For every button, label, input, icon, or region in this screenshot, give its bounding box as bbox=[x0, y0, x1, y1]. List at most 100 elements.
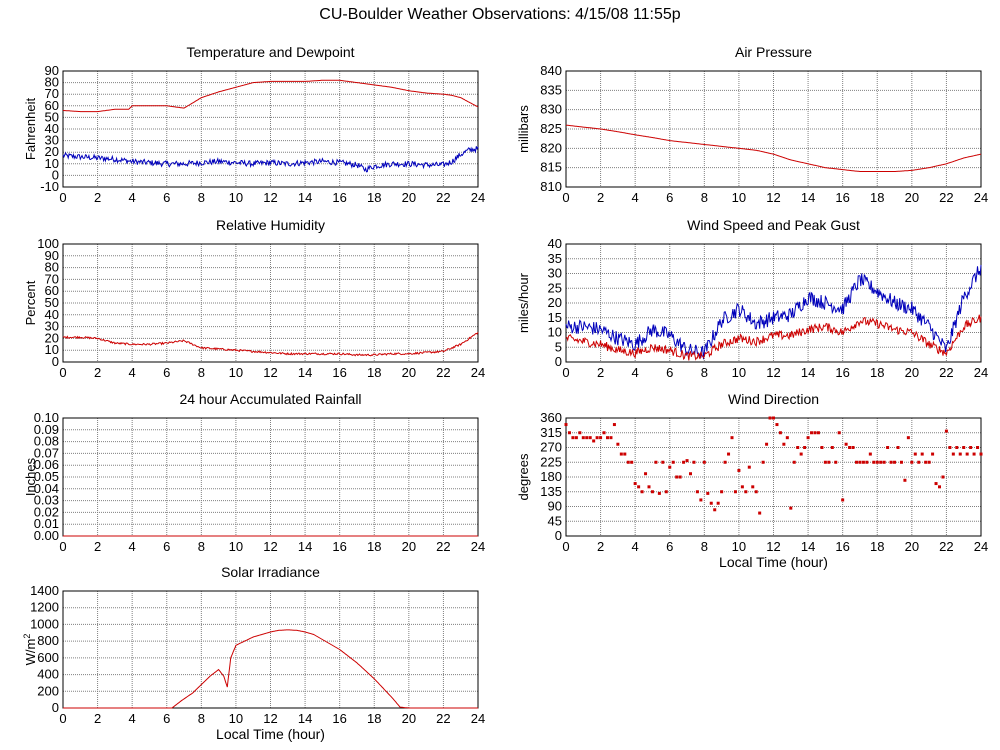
temp-xtick-label: 6 bbox=[163, 190, 170, 205]
pressure-xtick-label: 10 bbox=[732, 190, 746, 205]
temp-ytick-label: -10 bbox=[40, 179, 59, 194]
winddir-point bbox=[758, 511, 762, 515]
winddir-point bbox=[976, 446, 980, 449]
wind-ytick-label: 30 bbox=[548, 266, 562, 281]
temp-xtick-label: 10 bbox=[229, 190, 243, 205]
humidity-ytick-label: 100 bbox=[37, 236, 59, 251]
humidity-ytick-label: 20 bbox=[45, 330, 59, 345]
solar-plot-frame bbox=[62, 590, 479, 709]
solar-ylabel: W/m2 bbox=[22, 634, 38, 666]
winddir-ytick-label: 180 bbox=[540, 469, 562, 484]
winddir-point bbox=[772, 416, 775, 420]
rain-ytick-label: 0.01 bbox=[34, 516, 59, 531]
winddir-title: Wind Direction bbox=[728, 391, 819, 407]
winddir-point bbox=[695, 490, 699, 494]
winddir-point bbox=[768, 416, 772, 420]
wind-ytick-label: 0 bbox=[555, 354, 562, 369]
temp-ytick-label: 10 bbox=[45, 156, 59, 171]
winddir-point bbox=[948, 446, 952, 449]
rain-xtick-label: 20 bbox=[402, 539, 416, 554]
humidity-ytick-label: 70 bbox=[45, 271, 59, 286]
rain-ytick-label: 0.08 bbox=[34, 434, 59, 449]
wind-xtick-label: 0 bbox=[562, 365, 569, 380]
winddir-ytick-label: 225 bbox=[540, 454, 562, 469]
winddir-xtick-label: 2 bbox=[597, 539, 604, 554]
winddir-point bbox=[775, 423, 779, 427]
temp-xtick-label: 24 bbox=[471, 190, 485, 205]
solar-xtick-label: 10 bbox=[229, 711, 243, 726]
humidity-plot-frame bbox=[62, 243, 479, 363]
wind-xtick-label: 4 bbox=[632, 365, 639, 380]
winddir-point bbox=[861, 460, 865, 464]
winddir-ytick-label: 315 bbox=[540, 425, 562, 440]
solar-ytick-label: 1000 bbox=[30, 616, 59, 631]
humidity-xtick-label: 10 bbox=[229, 365, 243, 380]
winddir-point bbox=[689, 472, 692, 476]
humidity-ytick-label: 60 bbox=[45, 283, 59, 298]
winddir-point bbox=[682, 460, 686, 464]
winddir-point bbox=[906, 436, 910, 440]
wind-xtick-label: 14 bbox=[801, 365, 815, 380]
humidity-ytick-label: 90 bbox=[45, 248, 59, 263]
humidity-xtick-label: 14 bbox=[298, 365, 312, 380]
humidity-ytick-label: 40 bbox=[45, 307, 59, 322]
solar-ytick-label: 1200 bbox=[30, 600, 59, 615]
solar-xtick-label: 14 bbox=[298, 711, 312, 726]
pressure-ylabel: millibars bbox=[516, 105, 531, 153]
humidity-ytick-label: 10 bbox=[45, 342, 59, 357]
rain-ytick-label: 0.00 bbox=[34, 528, 59, 543]
winddir-xtick-label: 0 bbox=[562, 539, 569, 554]
winddir-ytick-label: 45 bbox=[548, 513, 562, 528]
winddir-point bbox=[934, 482, 938, 486]
winddir-point bbox=[599, 436, 603, 440]
solar-xtick-label: 8 bbox=[198, 711, 205, 726]
wind-xtick-label: 12 bbox=[766, 365, 780, 380]
winddir-point bbox=[855, 460, 858, 464]
winddir-point bbox=[595, 436, 599, 440]
winddir-ytick-label: 90 bbox=[548, 499, 562, 514]
winddir-point bbox=[654, 460, 658, 464]
winddir-point bbox=[924, 460, 928, 464]
wind-plot-frame bbox=[565, 243, 982, 363]
solar-ylabel-sup: 2 bbox=[22, 634, 32, 639]
winddir-point bbox=[619, 452, 623, 456]
wind-xtick-label: 8 bbox=[701, 365, 708, 380]
winddir-ytick-label: 270 bbox=[540, 440, 562, 455]
winddir-xtick-label: 12 bbox=[766, 539, 780, 554]
winddir-point bbox=[574, 436, 578, 440]
winddir-point bbox=[727, 452, 731, 456]
winddir-xtick-label: 22 bbox=[939, 539, 953, 554]
winddir-point bbox=[886, 446, 890, 449]
winddir-point bbox=[899, 460, 903, 464]
pressure-xtick-label: 14 bbox=[801, 190, 815, 205]
wind-xtick-label: 2 bbox=[597, 365, 604, 380]
winddir-point bbox=[675, 475, 679, 479]
winddir-point bbox=[609, 436, 613, 440]
rain-xtick-label: 2 bbox=[94, 539, 101, 554]
rain-ytick-label: 0.06 bbox=[34, 457, 59, 472]
winddir-point bbox=[567, 431, 571, 435]
winddir-point bbox=[657, 491, 661, 495]
winddir-point bbox=[751, 485, 755, 489]
rain-xtick-label: 16 bbox=[332, 539, 346, 554]
winddir-point bbox=[896, 446, 900, 449]
rain-ytick-label: 0.04 bbox=[34, 481, 59, 496]
solar-xtick-label: 2 bbox=[94, 711, 101, 726]
winddir-point bbox=[931, 452, 935, 456]
pressure-ylabel-text: millibars bbox=[516, 105, 531, 153]
winddir-xtick-label: 24 bbox=[974, 539, 988, 554]
humidity-ytick-label: 50 bbox=[45, 295, 59, 310]
humidity-xtick-label: 20 bbox=[402, 365, 416, 380]
winddir-point bbox=[868, 452, 872, 456]
winddir-point bbox=[720, 490, 724, 494]
winddir-point bbox=[640, 490, 644, 494]
winddir-point bbox=[740, 485, 744, 489]
solar-ylabel-text: W/m bbox=[23, 639, 38, 666]
winddir-point bbox=[733, 490, 737, 494]
winddir-point bbox=[754, 490, 758, 494]
rain-ylabel: Inches bbox=[23, 457, 38, 496]
temp-xtick-label: 20 bbox=[402, 190, 416, 205]
winddir-point bbox=[958, 452, 962, 456]
pressure-plot-frame bbox=[565, 70, 982, 188]
temp-series-red-line bbox=[62, 79, 479, 113]
